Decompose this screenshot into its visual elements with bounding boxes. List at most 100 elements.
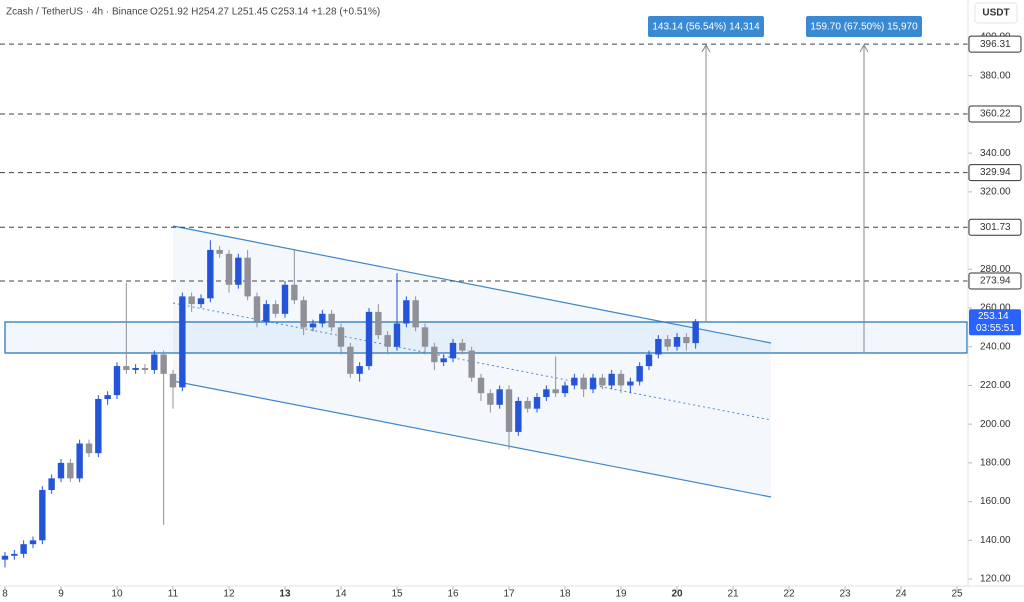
candle-body: [216, 249, 223, 254]
x-tick-label: 12: [223, 589, 235, 600]
candle-body: [459, 342, 466, 351]
candle-body: [552, 389, 559, 394]
level-label: 273.94: [980, 276, 1011, 287]
channel-lower: [172, 380, 772, 498]
candle-body: [356, 366, 363, 374]
candle-body: [561, 385, 569, 394]
candle-body: [319, 313, 326, 324]
candle-body: [188, 296, 195, 305]
y-tick-label: 120.00: [980, 574, 1011, 585]
arrow-head: [701, 43, 711, 53]
y-tick-label: 260.00: [980, 303, 1011, 314]
currency-box: [974, 2, 1018, 24]
level-tag: [968, 218, 1022, 236]
candle-body: [328, 313, 335, 328]
zone-box: [4, 321, 968, 354]
level-tag: [968, 164, 1022, 182]
x-tick-label: 22: [783, 589, 795, 600]
candle-body: [244, 257, 251, 297]
candle-body: [440, 358, 447, 363]
candle-body: [151, 354, 158, 370]
x-tick-label: 17: [503, 589, 515, 600]
candle-body: [599, 377, 606, 386]
y-tick-label: 180.00: [980, 458, 1011, 469]
currency: USDT: [982, 8, 1009, 19]
candle-body: [692, 321, 699, 344]
candle-body: [225, 253, 233, 285]
candle-body: [505, 389, 513, 432]
x-tick-label: 24: [895, 589, 907, 600]
y-tick-label: 200.00: [980, 419, 1011, 430]
price-tag-label: 253.14: [978, 311, 1009, 322]
candle-body: [571, 377, 578, 386]
candle-body: [347, 346, 354, 374]
candle-body: [608, 373, 615, 386]
candle-body: [365, 311, 373, 367]
channel-upper: [172, 225, 772, 344]
candle-body: [337, 327, 345, 347]
candle-body: [104, 395, 111, 399]
candle-body: [169, 373, 177, 388]
arrow-head: [859, 43, 869, 53]
y-tick-label: 340.00: [980, 148, 1011, 159]
countdown: 03:55:51: [976, 323, 1015, 334]
candle-body: [263, 304, 270, 322]
candle-body: [543, 389, 550, 398]
x-tick-label: 15: [391, 589, 403, 600]
candle-body: [235, 257, 242, 285]
x-tick-label: 8: [2, 589, 8, 600]
x-tick-label: 23: [839, 589, 851, 600]
candle-body: [20, 544, 27, 554]
candle-body: [487, 393, 494, 405]
candle-body: [1, 555, 9, 560]
candle-body: [393, 323, 401, 347]
level-label: 360.22: [980, 109, 1011, 120]
y-tick-label: 220.00: [980, 380, 1011, 391]
annotation-box: [806, 16, 922, 37]
x-tick-label: 10: [111, 589, 123, 600]
candle-body: [664, 338, 671, 347]
candle-body: [627, 381, 634, 386]
candle-body: [113, 366, 121, 396]
candle-body: [580, 377, 587, 390]
candle-body: [645, 354, 653, 367]
level-tag: [968, 272, 1022, 290]
symbol: Zcash / TetherUS · 4h · Binance: [6, 7, 149, 18]
annotation: 143.14 (56.54%) 14,314: [652, 22, 760, 33]
candle-body: [515, 400, 522, 432]
candle-body: [477, 377, 485, 394]
x-tick-label: 25: [951, 589, 963, 600]
candle-body: [123, 366, 130, 370]
x-tick-label: 14: [335, 589, 347, 600]
candle-body: [207, 249, 214, 299]
candle-body: [431, 346, 438, 363]
candle-body: [300, 300, 307, 328]
candle-body: [673, 337, 681, 347]
level-label: 301.73: [980, 222, 1011, 233]
y-tick-label: 240.00: [980, 341, 1011, 352]
x-tick-label: 19: [615, 589, 627, 600]
candle-body: [589, 377, 597, 390]
candle-body: [403, 300, 410, 324]
x-tick-label: 18: [559, 589, 571, 600]
x-tick-label: 11: [168, 589, 179, 600]
candle-body: [683, 337, 690, 344]
candle-body: [533, 397, 541, 409]
candle-body: [524, 400, 531, 409]
candle-body: [375, 311, 382, 336]
candle-body: [179, 296, 186, 388]
candle-body: [412, 300, 419, 328]
candle-body: [141, 368, 149, 370]
candle-body: [468, 350, 475, 378]
y-tick-label: 380.00: [980, 70, 1011, 81]
candle-body: [291, 284, 298, 301]
x-tick-label: 21: [727, 589, 739, 600]
candle-body: [449, 342, 457, 359]
candle-body: [132, 368, 139, 370]
x-tick-label: 16: [447, 589, 459, 600]
y-tick-label: 140.00: [980, 535, 1011, 546]
candle-body: [76, 443, 83, 479]
x-tick-label: 13: [279, 589, 291, 600]
